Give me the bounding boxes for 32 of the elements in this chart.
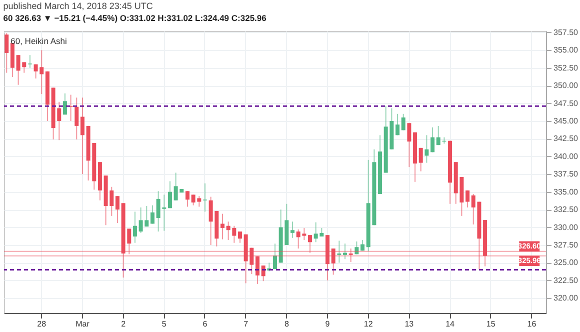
chart-subtitle: 60 326.63 ▼ −15.21 (−4.45%) O:331.02 H:331.02 L:324.49 C:325.96 xyxy=(3,12,267,23)
y-tick-label: 332.50 xyxy=(554,205,579,214)
x-tick-label: 16 xyxy=(527,320,537,328)
y-tick-label: 352.50 xyxy=(554,63,579,72)
y-tick-label: 340.00 xyxy=(554,152,579,161)
y-tick-label: 320.00 xyxy=(554,294,579,303)
y-tick-label: 322.50 xyxy=(554,276,579,285)
x-tick-label: 15 xyxy=(486,320,496,328)
text: 60, Heikin Ashi xyxy=(10,36,67,46)
y-tick-label: 350.00 xyxy=(554,81,579,90)
x-tick-label: 14 xyxy=(446,320,456,328)
y-tick-label: 325.00 xyxy=(554,258,579,268)
x-tick-label: 5 xyxy=(162,320,167,328)
y-tick-label: 335.00 xyxy=(554,187,579,196)
y-tick-label: 347.50 xyxy=(554,98,579,108)
y-tick-label: 327.50 xyxy=(554,240,579,250)
y-tick-label: 355.00 xyxy=(554,46,579,55)
y-tick-label: 337.50 xyxy=(554,170,579,179)
text: published March 14, 2018 23:45 UTC xyxy=(3,0,154,11)
x-tick-label: 12 xyxy=(364,320,374,328)
y-tick-label: 330.00 xyxy=(554,222,579,232)
x-tick-label: 13 xyxy=(404,320,414,328)
x-tick-label: 2 xyxy=(121,320,126,328)
x-tick-label: 9 xyxy=(325,320,330,328)
x-tick-label: 7 xyxy=(244,320,249,328)
x-tick-label: 28 xyxy=(37,320,47,328)
x-tick-label: 6 xyxy=(202,320,208,328)
y-tick-label: 357.50 xyxy=(554,28,579,37)
y-tick-label: 345.00 xyxy=(554,116,579,126)
x-tick-label: 8 xyxy=(284,320,290,328)
x-tick-label: Mar xyxy=(76,320,90,328)
y-tick-label: 342.50 xyxy=(554,134,579,144)
